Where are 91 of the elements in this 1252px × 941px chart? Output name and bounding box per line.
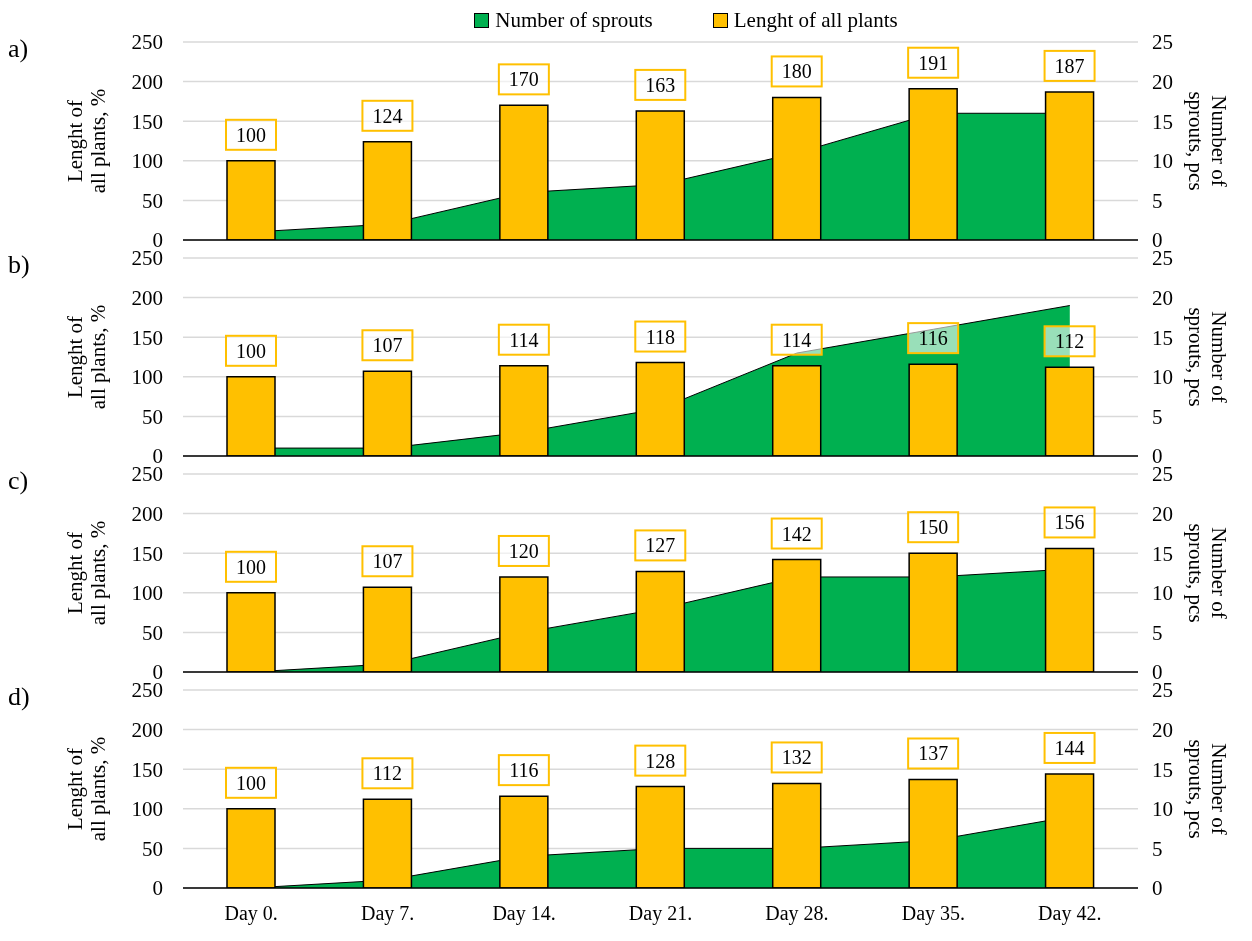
x-tick-label: Day 28. (765, 902, 829, 926)
y2-tick-label: 15 (1152, 325, 1173, 350)
data-label: 187 (1054, 54, 1085, 77)
y-axis-title: Lenght of all plants, % (63, 736, 110, 842)
data-label: 120 (508, 539, 539, 562)
data-label: 163 (645, 73, 676, 96)
data-label: 100 (236, 771, 266, 794)
chart-title: d) (8, 682, 30, 712)
data-label: 112 (372, 762, 403, 785)
data-label: 100 (236, 339, 266, 362)
data-label: 124 (372, 104, 403, 127)
data-label: 114 (509, 328, 539, 351)
y2-tick-label: 0 (1152, 876, 1163, 901)
y2-tick-label: 15 (1152, 541, 1173, 566)
data-label: 100 (236, 123, 266, 146)
chart-title: b) (8, 250, 30, 280)
x-tick-label: Day 42. (1038, 902, 1102, 926)
y2-tick-label: 25 (1152, 462, 1173, 487)
y-tick-label: 150 (131, 541, 163, 566)
y2-tick-label: 10 (1152, 797, 1173, 822)
y-tick-label: 200 (131, 286, 163, 311)
y-tick-label: 100 (131, 797, 163, 822)
y2-axis-title: Number of sprouts, pcs (1184, 307, 1231, 407)
data-label: 128 (645, 749, 676, 772)
y-tick-label: 50 (142, 404, 163, 429)
y2-tick-label: 20 (1152, 502, 1173, 527)
data-label: 156 (1054, 511, 1085, 534)
data-label: 127 (645, 534, 676, 557)
data-label: 191 (918, 51, 949, 74)
y-tick-label: 200 (131, 718, 163, 743)
data-label: 114 (782, 328, 812, 351)
y-tick-label: 150 (131, 757, 163, 782)
y-axis-title: Lenght of all plants, % (63, 304, 110, 410)
y2-tick-label: 15 (1152, 109, 1173, 134)
y2-tick-label: 20 (1152, 70, 1173, 95)
y-tick-label: 200 (131, 70, 163, 95)
y2-tick-label: 15 (1152, 757, 1173, 782)
data-label: 112 (1054, 330, 1085, 353)
y-tick-label: 50 (142, 836, 163, 861)
y2-tick-label: 5 (1152, 620, 1163, 645)
y-tick-label: 50 (142, 188, 163, 213)
y-tick-label: 150 (131, 325, 163, 350)
y2-tick-label: 20 (1152, 718, 1173, 743)
data-label: 170 (508, 68, 539, 91)
y2-axis-title: Number of sprouts, pcs (1184, 91, 1231, 191)
y2-tick-label: 10 (1152, 581, 1173, 606)
y-tick-label: 150 (131, 109, 163, 134)
y-tick-label: 100 (131, 581, 163, 606)
y2-tick-label: 5 (1152, 404, 1163, 429)
y-tick-label: 200 (131, 502, 163, 527)
data-label: 150 (918, 516, 949, 539)
y2-tick-label: 20 (1152, 286, 1173, 311)
y2-tick-label: 25 (1152, 678, 1173, 703)
chart-title: c) (8, 466, 29, 496)
x-tick-label: Day 7. (360, 902, 415, 926)
y-tick-label: 100 (131, 149, 163, 174)
legend-label: Lenght of all plants (733, 7, 898, 33)
x-tick-label: Day 21. (628, 902, 693, 926)
data-label: 132 (781, 746, 812, 769)
chart-title: a) (8, 34, 29, 64)
data-label: 107 (372, 334, 403, 357)
y-tick-label: 250 (131, 462, 163, 487)
y-tick-label: 250 (131, 246, 163, 271)
y-axis-title: Lenght of all plants, % (63, 520, 110, 626)
y2-tick-label: 10 (1152, 149, 1173, 174)
legend-label: Number of sprouts (495, 7, 653, 33)
x-tick-label: Day 35. (901, 902, 966, 926)
y2-tick-label: 25 (1152, 246, 1173, 271)
y2-tick-label: 5 (1152, 836, 1163, 861)
y-tick-label: 0 (152, 876, 163, 901)
x-tick-label: Day 14. (492, 902, 556, 926)
y-tick-label: 250 (131, 678, 163, 703)
data-label: 100 (236, 555, 266, 578)
y-axis-title: Lenght of all plants, % (63, 88, 110, 194)
data-label: 107 (372, 550, 403, 573)
data-label: 142 (781, 522, 812, 545)
y-tick-label: 50 (142, 620, 163, 645)
data-label: 180 (781, 60, 812, 83)
y-tick-label: 100 (131, 365, 163, 390)
y2-tick-label: 5 (1152, 188, 1163, 213)
y-tick-label: 250 (131, 30, 163, 55)
data-label: 118 (645, 325, 675, 348)
data-label: 137 (918, 742, 949, 765)
data-label: 116 (509, 759, 539, 782)
data-label: 116 (918, 327, 948, 350)
y2-tick-label: 25 (1152, 30, 1173, 55)
y2-axis-title: Number of sprouts, pcs (1184, 523, 1231, 623)
y2-axis-title: Number of sprouts, pcs (1184, 739, 1231, 839)
y2-tick-label: 10 (1152, 365, 1173, 390)
x-tick-label: Day 0. (224, 902, 278, 926)
data-label: 144 (1054, 736, 1085, 759)
